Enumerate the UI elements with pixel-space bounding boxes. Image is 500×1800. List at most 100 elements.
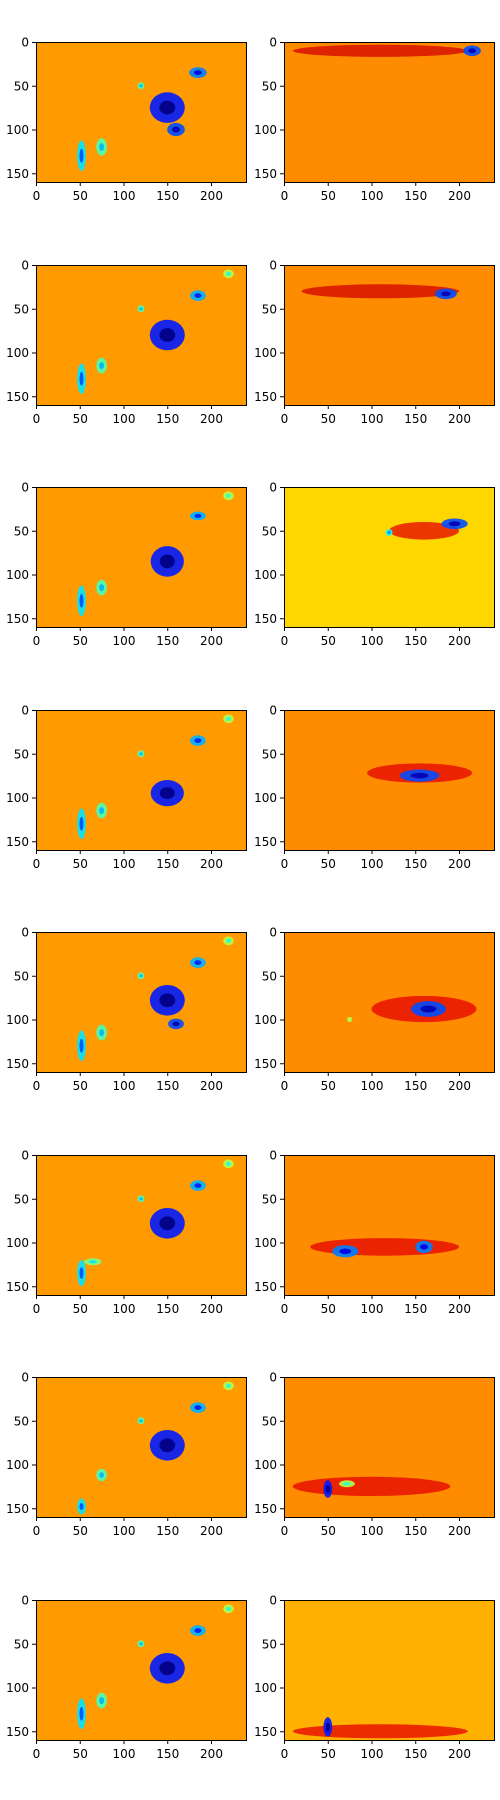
y-tick-label: 50 [14,969,29,983]
x-tick-label: 200 [448,1524,471,1538]
y-tick-label: 150 [6,1502,29,1516]
y-tick-label: 100 [254,568,277,582]
heatmap-hotspot-core [159,993,176,1008]
panel-row1-right: 0 50 100 150 200 0 50 100 150 [254,36,495,203]
heatmap-hotspot [292,44,468,57]
x-tick-label: 100 [361,857,384,871]
heatmap-hotspot-core [99,807,104,815]
heatmap-hotspot-core [226,716,231,721]
heatmap-hotspot-core [79,1267,84,1279]
x-tick-label: 100 [113,412,136,426]
heatmap-hotspot-core [468,48,476,54]
axes-frame [284,42,495,183]
axes-frame [36,1155,247,1296]
y-tick-label: 0 [269,1149,277,1163]
panel-row5-right: 0 50 100 150 200 0 50 100 150 [254,926,495,1093]
heatmap-hotspot-core [194,1405,202,1410]
x-tick-label: 0 [33,634,41,648]
y-tick-label: 50 [14,1637,29,1651]
y-tick-label: 100 [6,1458,29,1472]
axes-frame [36,265,247,406]
x-tick-label: 200 [448,634,471,648]
heatmap-background [36,42,246,182]
y-tick-label: 100 [254,791,277,805]
x-tick-label: 50 [321,1524,336,1538]
heatmap-image [284,42,494,182]
heatmap-image [36,1600,246,1740]
x-tick-label: 200 [200,634,223,648]
heatmap-hotspot-core [226,493,231,498]
x-tick-label: 200 [448,857,471,871]
panel-row8-right: 0 50 100 150 200 0 50 100 150 [254,1594,495,1761]
y-tick-label: 100 [254,1013,277,1027]
heatmap-hotspot-core [139,1419,143,1423]
y-tick-label: 50 [262,302,277,316]
y-tick-label: 0 [269,926,277,940]
x-tick-label: 50 [73,1079,88,1093]
y-tick-label: 150 [6,612,29,626]
heatmap-hotspot-core [448,521,461,527]
heatmap-background [284,1377,494,1517]
heatmap-hotspot-core [139,307,143,311]
heatmap-hotspot-core [79,1706,84,1721]
heatmap-background [36,1377,246,1517]
panel-row4-left: 0 50 100 150 200 0 50 100 150 [6,704,247,871]
heatmap-hotspot-core [79,816,84,831]
y-tick-label: 50 [14,747,29,761]
y-tick-label: 150 [6,167,29,181]
heatmap-background [36,710,246,850]
x-tick-label: 0 [281,1079,289,1093]
x-tick-label: 50 [73,1524,88,1538]
x-tick-label: 50 [321,1079,336,1093]
y-tick-label: 0 [21,1371,29,1385]
x-tick-label: 150 [404,189,427,203]
heatmap-image [36,265,246,405]
heatmap-hotspot-core [139,752,143,756]
x-tick-label: 50 [321,634,336,648]
panel-row7-right: 0 50 100 150 200 0 50 100 150 [254,1371,495,1538]
y-tick-label: 50 [262,969,277,983]
heatmap-hotspot-core [99,584,104,592]
heatmap-hotspot-core [226,1161,231,1166]
x-tick-label: 150 [156,1747,179,1761]
heatmap-hotspot-core [172,126,180,133]
x-tick-label: 100 [113,857,136,871]
y-tick-label: 0 [21,1149,29,1163]
x-tick-label: 200 [448,189,471,203]
heatmap-hotspot-core [194,738,202,743]
x-tick-label: 100 [361,1524,384,1538]
heatmap-image [284,1155,494,1295]
x-tick-label: 0 [281,412,289,426]
y-tick-label: 50 [262,747,277,761]
x-tick-label: 50 [73,189,88,203]
heatmap-hotspot-core [420,1005,437,1013]
x-tick-label: 150 [404,1747,427,1761]
heatmap-hotspot-core [89,1260,97,1264]
heatmap-image [284,1377,494,1517]
heatmap-hotspot-core [387,530,391,535]
heatmap-hotspot-core [325,1722,330,1732]
panel-row2-left: 0 50 100 150 200 0 50 100 150 [6,259,247,426]
x-tick-label: 100 [361,1302,384,1316]
heatmap-background [284,1155,494,1295]
panel-row8-left: 0 50 100 150 200 0 50 100 150 [6,1594,247,1761]
x-tick-label: 0 [281,634,289,648]
y-tick-label: 50 [14,1192,29,1206]
x-tick-label: 100 [113,189,136,203]
heatmap-hotspot [347,1016,353,1023]
x-tick-label: 100 [361,1079,384,1093]
panel-row6-left: 0 50 100 150 200 0 50 100 150 [6,1149,247,1316]
x-tick-label: 200 [200,1302,223,1316]
heatmap-hotspot-core [441,291,451,297]
y-tick-label: 150 [254,1057,277,1071]
y-tick-label: 150 [254,612,277,626]
y-tick-label: 50 [14,79,29,93]
x-tick-label: 200 [200,1079,223,1093]
heatmap-hotspot-core [139,974,143,978]
heatmap-hotspot-core [194,960,202,965]
axes-frame [284,710,495,851]
heatmap-hotspot-core [79,148,84,163]
x-tick-label: 0 [281,189,289,203]
y-tick-label: 100 [6,1013,29,1027]
